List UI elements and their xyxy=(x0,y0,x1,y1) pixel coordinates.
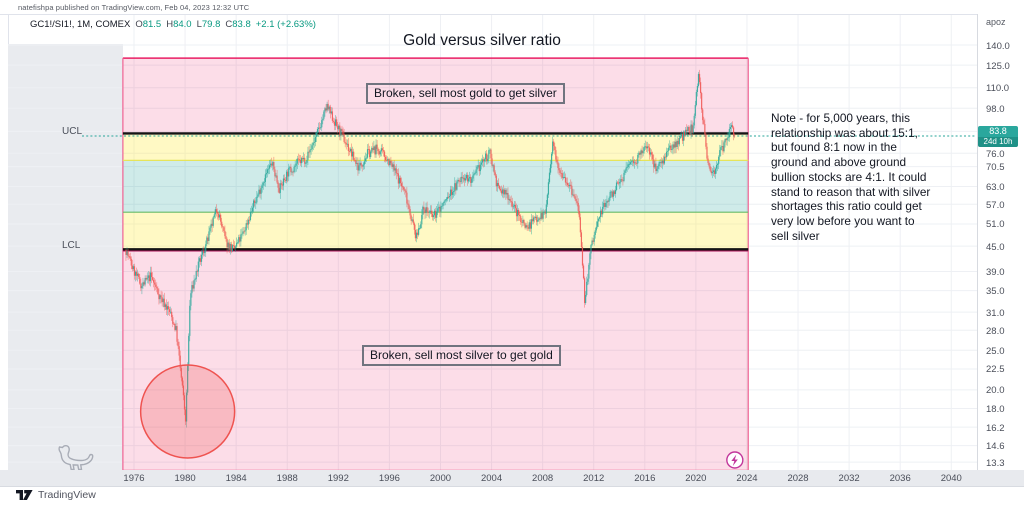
ohlc-value: 83.8 xyxy=(232,19,251,30)
price-tick-label: 39.0 xyxy=(986,266,1005,278)
price-tick-label: 18.0 xyxy=(986,403,1005,415)
ohlc-label: C xyxy=(225,19,233,30)
year-label: 2012 xyxy=(583,473,605,484)
ohlc-value: 81.5 xyxy=(142,19,162,30)
left-margin-pane xyxy=(8,44,123,470)
highlight-circle xyxy=(139,364,236,459)
footer-branding[interactable]: TradingView xyxy=(16,488,96,502)
ohlc-label: O xyxy=(135,19,143,30)
price-tick-label: 20.0 xyxy=(986,385,1005,397)
year-label: 2020 xyxy=(685,473,707,484)
year-label: 2004 xyxy=(480,473,503,484)
time-scale[interactable]: 1976 1980 1984 1988 1992 1996 2000 2004 2008 2012… xyxy=(0,470,1024,487)
year-label: 2040 xyxy=(940,473,962,484)
year-label: 2036 xyxy=(889,473,911,484)
year-label: 1976 xyxy=(123,473,145,484)
lightning-icon[interactable] xyxy=(726,451,744,469)
tradingview-logo-icon xyxy=(16,490,33,500)
year-label: 2016 xyxy=(634,473,656,484)
price-tick-label: 14.6 xyxy=(986,441,1005,453)
price-tick-label: 35.0 xyxy=(986,286,1005,298)
symbol-info-row: GC1!/SI1!, 1M, COMEX O81.5 H84.0 L79.8 C83.8… xyxy=(30,19,316,30)
price-scale[interactable]: apoz 140.0125.0110.098.086.076.070.563.0… xyxy=(977,14,1024,470)
band-teal-center xyxy=(122,160,749,213)
candles xyxy=(125,69,736,428)
price-tick-label: 57.0 xyxy=(986,199,1005,211)
annotation-box-lower: Broken, sell most silver to get gold xyxy=(362,345,561,366)
price-tick-label: 45.0 xyxy=(986,241,1005,253)
ucl-label: UCL xyxy=(62,126,83,137)
price-tick-label: 98.0 xyxy=(986,103,1005,115)
attribution-text: natefishpa published on TradingView.com,… xyxy=(18,3,250,12)
control-bands xyxy=(122,57,749,471)
note-text: Note - for 5,000 years, this relationshi… xyxy=(771,111,931,243)
year-label: 1980 xyxy=(174,473,196,484)
year-label: 2028 xyxy=(787,473,809,484)
price-tick-label: 76.0 xyxy=(986,148,1005,160)
symbol-title: GC1!/SI1!, 1M, COMEX xyxy=(30,19,131,30)
year-label: 2000 xyxy=(429,473,452,484)
ohlc-value: 79.8 xyxy=(201,19,221,30)
year-label: 1984 xyxy=(225,473,247,484)
price-tick-label: 125.0 xyxy=(986,60,1010,72)
price-badge[interactable]: 83.8 24d 10h xyxy=(978,126,1018,147)
tradingview-brand: TradingView xyxy=(38,489,96,501)
change-value: +2.1 (+2.63%) xyxy=(255,19,316,30)
lcl-label: LCL xyxy=(62,240,81,251)
price-tick-label: 22.5 xyxy=(986,364,1005,376)
year-label: 2008 xyxy=(532,473,554,484)
price-tick-label: 110.0 xyxy=(986,83,1010,95)
price-tick-label: 51.0 xyxy=(986,219,1005,231)
dino-icon xyxy=(58,444,94,471)
price-tick-label: 25.0 xyxy=(986,345,1005,357)
band-yellow-upper xyxy=(122,133,749,161)
price-tick-label: 31.0 xyxy=(986,307,1005,319)
year-label: 1992 xyxy=(327,473,349,484)
year-label: 1988 xyxy=(276,473,298,484)
band-pink-upper xyxy=(122,58,749,134)
price-tick-label: 70.5 xyxy=(986,162,1005,174)
year-label: 2024 xyxy=(736,473,758,484)
frame-border-top xyxy=(0,14,1024,15)
ohlc-label: L xyxy=(196,19,202,30)
grid xyxy=(8,15,977,470)
badge-last-price: 83.8 xyxy=(978,126,1018,137)
band-pink-lower xyxy=(122,249,749,471)
chart-title: Gold versus silver ratio xyxy=(403,32,561,49)
price-unit-label: apoz xyxy=(986,17,1006,27)
badge-countdown: 24d 10h xyxy=(978,137,1018,147)
price-tick-label: 13.3 xyxy=(986,457,1005,469)
ohlc-label: H xyxy=(166,19,174,30)
price-tick-label: 140.0 xyxy=(986,40,1010,52)
year-label: 2032 xyxy=(838,473,860,484)
price-tick-label: 16.2 xyxy=(986,422,1005,434)
price-tick-label: 63.0 xyxy=(986,181,1005,193)
year-label: 1996 xyxy=(378,473,400,484)
annotation-box-upper: Broken, sell most gold to get silver xyxy=(366,83,565,104)
ohlc-value: 84.0 xyxy=(173,19,192,30)
price-tick-label: 28.0 xyxy=(986,325,1005,337)
ohlc-values: O81.5 H84.0 L79.8 C83.8 xyxy=(130,19,250,30)
